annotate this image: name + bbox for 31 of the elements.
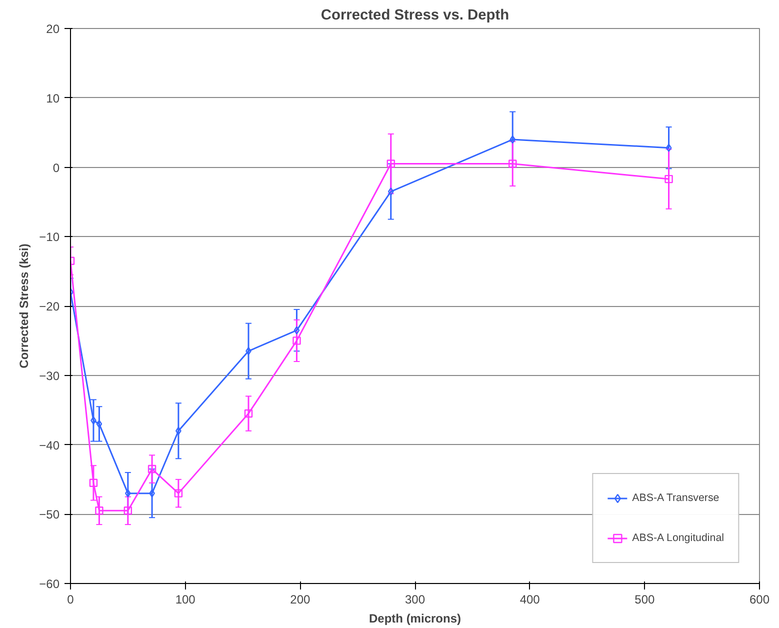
x-tick-label: 400 <box>520 592 540 606</box>
point <box>664 174 673 184</box>
y-tick-label: 0 <box>52 160 60 175</box>
y-tick-label: 20 <box>46 22 60 36</box>
point <box>174 489 183 498</box>
point <box>292 336 301 345</box>
point <box>294 326 300 334</box>
x-tick-label: 600 <box>749 592 770 606</box>
point <box>96 420 102 428</box>
legend-label: ABS-A Transverse <box>632 492 720 504</box>
x-axis-title: Depth (microns) <box>369 612 462 626</box>
y-tick-label: −50 <box>39 508 60 522</box>
y-tick-label: 10 <box>46 91 60 106</box>
y-axis-title: Corrected Stress (ksi) <box>17 244 32 368</box>
x-tick-label: 300 <box>404 592 426 606</box>
point <box>95 506 104 515</box>
chart-title: Corrected Stress vs. Depth <box>320 8 510 24</box>
y-tick-label: −60 <box>39 577 60 591</box>
point <box>176 426 182 435</box>
y-tick-label: −20 <box>39 300 60 314</box>
point <box>244 409 253 418</box>
y-tick-label: −40 <box>39 438 60 452</box>
y-tick-label: −10 <box>39 230 60 244</box>
y-tick-label: −30 <box>39 368 60 383</box>
legend-label: ABS-A Longitudinal <box>632 532 724 544</box>
x-tick-label: 200 <box>290 592 311 606</box>
point <box>89 478 98 488</box>
x-tick-label: 500 <box>634 592 656 606</box>
x-tick-label: 0 <box>67 592 74 606</box>
point <box>149 489 155 498</box>
x-tick-label: 100 <box>175 592 196 606</box>
